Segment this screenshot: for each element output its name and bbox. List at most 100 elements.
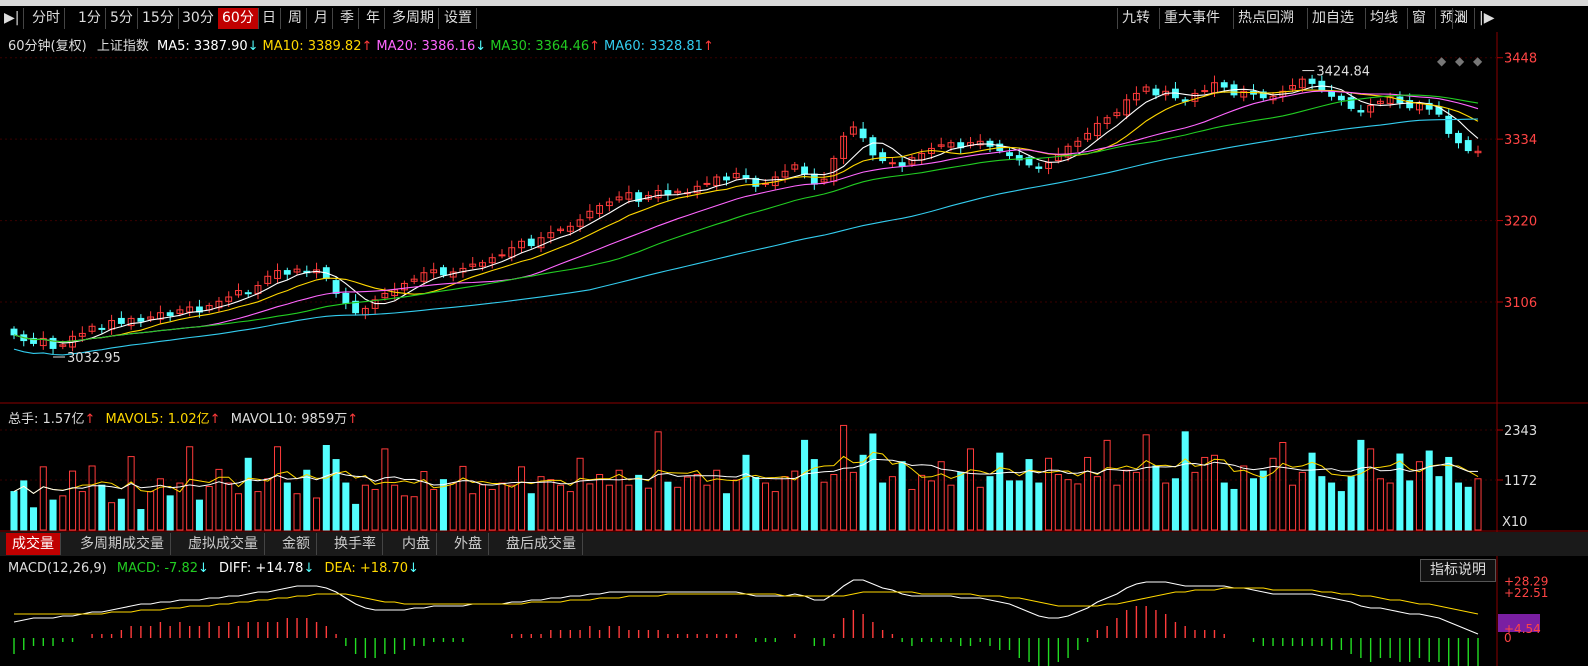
tab-1[interactable]: 多周期成交量 <box>74 533 171 555</box>
diff-value-arrow: ↓ <box>303 561 315 576</box>
candle-body <box>98 327 106 330</box>
indicator-help-button[interactable]: 指标说明 <box>1420 559 1496 582</box>
period-11[interactable]: 多周期 <box>388 8 439 29</box>
period-5[interactable]: 60分 <box>218 8 259 29</box>
candle-body <box>469 263 477 267</box>
toolbar-button-2[interactable]: 热点回溯 <box>1233 8 1298 29</box>
volume-y-tick-label: 1172 <box>1504 474 1537 489</box>
candle-body <box>801 166 808 175</box>
ma-legend-label: MA30: 3364.46 <box>490 39 590 54</box>
volume-bar <box>517 466 526 531</box>
volume-bar <box>1015 480 1023 531</box>
candle-body <box>810 173 818 185</box>
volume-bar <box>98 484 106 531</box>
dea-value-text: DEA: +18.70 <box>324 561 409 576</box>
toolbar-button-5[interactable]: 窗 <box>1407 8 1430 29</box>
volume-bar <box>273 446 282 531</box>
volume-bar <box>1454 482 1463 531</box>
period-6[interactable]: 日 <box>258 8 281 29</box>
volume-bar <box>1084 456 1092 531</box>
lock-icon[interactable]: ⌂ <box>1452 8 1470 29</box>
volume-bar <box>244 457 252 531</box>
volume-chart[interactable]: 2343 1172 X10 <box>0 404 1588 532</box>
macd-y-ticks: +28.29+22.51 +4.540 <box>1504 574 1548 645</box>
mavol10-value: MAVOL10: 9859万 <box>230 412 348 427</box>
collapse-left-icon[interactable]: ▶| <box>0 8 25 29</box>
candle-body <box>1064 145 1072 158</box>
volume-bar <box>127 456 135 531</box>
candle-body <box>1328 91 1336 97</box>
volume-bar <box>888 476 896 531</box>
macd-chart[interactable]: +28.29+22.51 +4.540 <box>0 556 1588 666</box>
candle-body <box>625 192 633 200</box>
candle-body <box>547 232 555 239</box>
period-7[interactable]: 周 <box>284 8 307 29</box>
ma-legend: MA5: 3387.90↓ MA10: 3389.82↑ MA20: 3386.16… <box>153 39 714 54</box>
candle-body <box>1240 90 1248 98</box>
toolbar-button-0[interactable]: 九转 <box>1117 8 1154 29</box>
toolbar-button-3[interactable]: 加自选 <box>1307 8 1358 29</box>
toolbar-button-4[interactable]: 均线 <box>1365 8 1402 29</box>
ma-legend-arrow: ↑ <box>702 39 714 54</box>
candle-body <box>88 325 96 332</box>
tab-7[interactable]: 盘后成交量 <box>500 533 583 555</box>
collapse-right-icon[interactable]: |▶ <box>1474 8 1498 29</box>
volume-bar <box>615 469 623 531</box>
period-10[interactable]: 年 <box>362 8 385 29</box>
candle-body <box>1289 85 1296 90</box>
toolbar-button-6[interactable]: 预测 <box>1435 8 1472 29</box>
tab-3[interactable]: 金额 <box>276 533 317 555</box>
volume-bar <box>1279 442 1287 531</box>
candle-body <box>888 162 896 165</box>
price-chart[interactable]: 3424.84 3032.95 3448 3334 3220 3106 ◆ ◆ ◆ <box>0 32 1588 404</box>
volume-bar <box>586 483 594 531</box>
period-4[interactable]: 30分 <box>178 8 219 29</box>
volume-bar <box>166 495 174 531</box>
volume-bar <box>1201 456 1209 531</box>
toolbar-button-1[interactable]: 重大事件 <box>1159 8 1224 29</box>
volume-bar <box>527 493 535 531</box>
period-12[interactable]: 设置 <box>440 8 477 29</box>
mavol10: MAVOL10: 9859万↑ <box>231 412 358 427</box>
tab-5[interactable]: 内盘 <box>396 533 437 555</box>
volume-bar <box>459 465 467 531</box>
volume-bar <box>801 439 809 531</box>
candle-body <box>576 219 584 227</box>
candle-body <box>820 178 828 183</box>
candle-body <box>166 312 174 317</box>
volume-bar <box>156 478 164 531</box>
volume-bar <box>1171 478 1179 531</box>
period-9[interactable]: 季 <box>336 8 359 29</box>
volume-bar <box>1103 439 1111 531</box>
y-tick-label: 3448 <box>1504 52 1537 67</box>
period-3[interactable]: 15分 <box>138 8 179 29</box>
volume-bar <box>1054 474 1062 531</box>
candle-body <box>537 237 545 249</box>
period-0[interactable]: 分时 <box>28 8 65 29</box>
period-8[interactable]: 月 <box>310 8 333 29</box>
period-toolbar: ▶| 分时 1分 5分 15分 30分 60分日周月季年多周期 设置 九转 重大事件 热点回溯加… <box>0 6 1588 32</box>
ma-lines-group <box>13 85 1479 356</box>
tab-2[interactable]: 虚拟成交量 <box>182 533 265 555</box>
candle-body <box>1425 102 1433 110</box>
tab-4[interactable]: 换手率 <box>328 533 383 555</box>
period-2[interactable]: 5分 <box>106 8 138 29</box>
candle-body <box>1006 152 1013 157</box>
period-1[interactable]: 1分 <box>74 8 106 29</box>
ma-legend-label: MA10: 3389.82 <box>262 39 362 54</box>
candle-body <box>215 300 223 309</box>
macd-dea-line <box>14 587 1479 615</box>
candle-body <box>274 270 281 279</box>
ma30-line <box>13 94 1479 343</box>
candle-body <box>859 128 867 139</box>
volume-unit-label: X10 <box>1502 515 1527 530</box>
tab-0[interactable]: 成交量 <box>6 533 61 555</box>
candle-body <box>1201 90 1209 93</box>
volume-bar <box>1357 439 1365 531</box>
candle-body <box>752 177 760 187</box>
y-tick-label: 3334 <box>1504 133 1537 148</box>
volume-bar <box>966 448 975 531</box>
volume-bar <box>1328 482 1336 531</box>
tab-6[interactable]: 外盘 <box>448 533 489 555</box>
volume-bar <box>654 431 662 531</box>
